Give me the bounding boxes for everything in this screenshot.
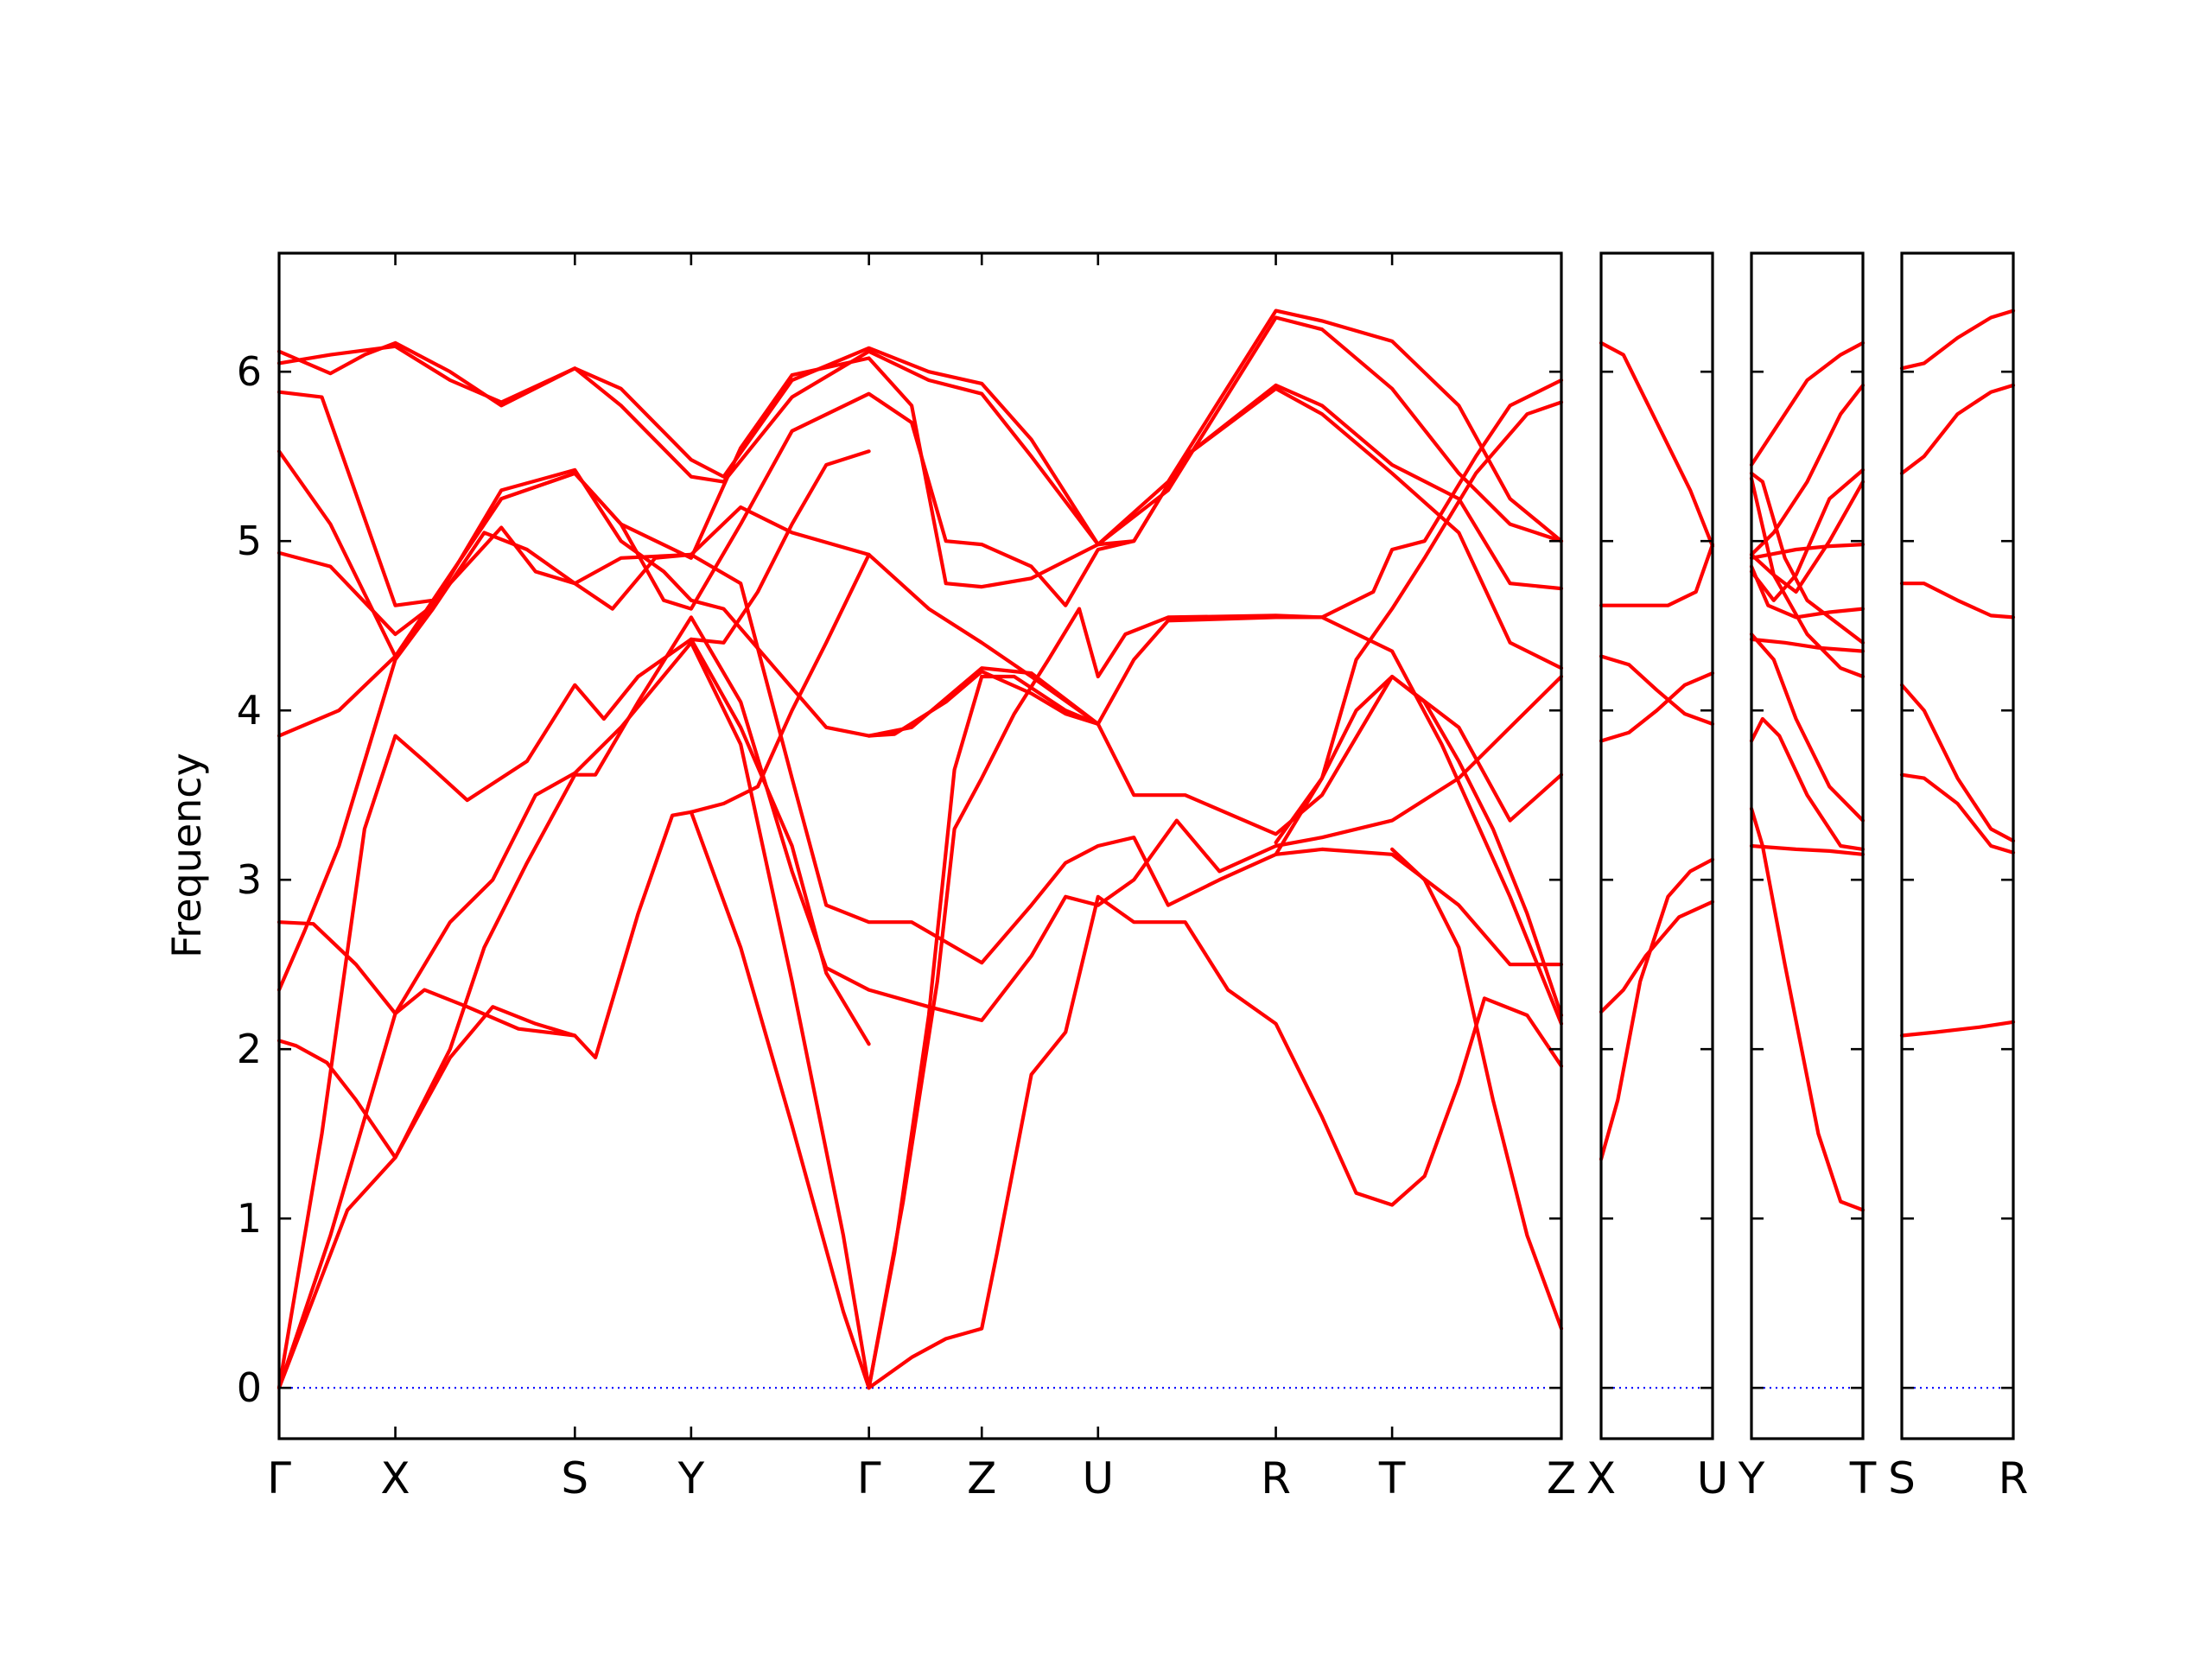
- kpoint-label: U: [1082, 1453, 1114, 1503]
- band-line-4: [1599, 671, 1715, 743]
- band-line-5: [1899, 383, 2016, 475]
- panel-frame: [1900, 251, 2015, 1440]
- kpoint-label: T: [1378, 1453, 1406, 1503]
- band-line-12: [276, 308, 1564, 547]
- y-tick-label: 2: [237, 1026, 262, 1072]
- panel-frame: [1750, 251, 1865, 1440]
- kpoint-label: Γ: [267, 1453, 291, 1503]
- band-line-3: [1599, 654, 1715, 726]
- band-line-3: [1749, 716, 1866, 851]
- band-line-2: [1749, 843, 1866, 856]
- band-line-1: [276, 810, 871, 1390]
- kpoint-label: X: [380, 1453, 410, 1503]
- band-line-7: [276, 505, 1564, 836]
- band-line-4: [1899, 582, 2016, 620]
- panel-frame: [277, 251, 1563, 1440]
- band-line-2: [1599, 543, 1715, 607]
- band-line-18: [867, 670, 1100, 738]
- kpoint-label: T: [1849, 1453, 1877, 1503]
- band-line-9: [1749, 471, 1866, 645]
- band-line-6: [1899, 308, 2016, 371]
- kpoint-label: X: [1586, 1453, 1616, 1503]
- y-tick-label: 5: [237, 518, 262, 564]
- band-line-3: [1899, 683, 2016, 843]
- band-line-9: [276, 386, 1564, 671]
- band-line-1: [1899, 1020, 2016, 1038]
- band-line-14: [867, 378, 1564, 1390]
- band-line-5: [1749, 632, 1866, 823]
- y-tick-label: 4: [237, 687, 262, 734]
- band-line-17: [689, 449, 871, 645]
- band-line-13: [867, 894, 1564, 1390]
- band-line-7: [1749, 543, 1866, 560]
- band-line-5: [276, 531, 1564, 992]
- band-line-11: [1749, 467, 1866, 602]
- band-line-1: [1599, 340, 1715, 549]
- band-line-12: [1749, 383, 1866, 556]
- band-line-1: [1749, 806, 1866, 1212]
- band-line-6: [1599, 857, 1715, 1161]
- y-tick-label: 3: [237, 856, 262, 903]
- kpoint-label: Z: [967, 1453, 996, 1503]
- y-tick-label: 1: [237, 1195, 262, 1242]
- band-line-19: [1096, 674, 1564, 907]
- band-line-15: [867, 674, 1100, 1390]
- kpoint-label: S: [1888, 1453, 1916, 1503]
- kpoint-label: S: [561, 1453, 588, 1503]
- band-line-6: [276, 920, 577, 1038]
- band-line-4: [1749, 637, 1866, 653]
- panel-1: 0 1 2 3 4 5 6 Γ X S Y Γ Z U R T Z: [237, 251, 1576, 1503]
- band-line-22: [1390, 847, 1564, 1331]
- kpoint-label: U: [1697, 1453, 1729, 1503]
- band-line-4: [276, 615, 1100, 1160]
- band-line-5: [1599, 899, 1715, 1014]
- band-line-10: [276, 356, 1564, 607]
- y-tick-label: 6: [237, 348, 262, 395]
- band-line-13: [1749, 340, 1866, 467]
- band-line-16: [689, 552, 871, 814]
- y-axis-label: Frequency: [163, 753, 210, 958]
- band-line-3: [276, 637, 871, 1390]
- kpoint-label: Y: [1738, 1453, 1765, 1503]
- panel-frame: [1599, 251, 1714, 1440]
- band-line-20: [1274, 400, 1564, 845]
- band-line-10: [1749, 476, 1866, 594]
- kpoint-label: R: [1999, 1453, 2029, 1503]
- kpoint-label: Γ: [857, 1453, 881, 1503]
- band-line-21: [1274, 674, 1564, 1018]
- y-tick-label: 0: [237, 1364, 262, 1411]
- band-line-8: [1749, 552, 1866, 679]
- band-line-11: [276, 315, 1564, 547]
- kpoint-label: R: [1261, 1453, 1291, 1503]
- band-line-2: [1899, 772, 2016, 855]
- kpoint-label: Z: [1547, 1453, 1576, 1503]
- kpoint-label: Y: [677, 1453, 705, 1503]
